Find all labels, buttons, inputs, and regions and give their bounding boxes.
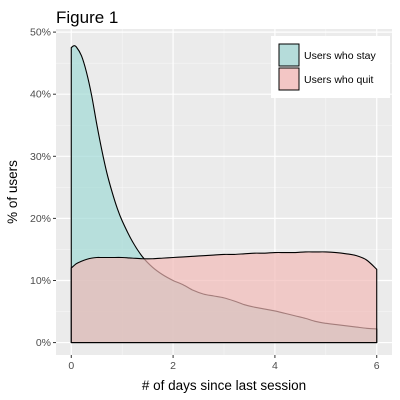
y-tick-label: 40% xyxy=(30,89,51,101)
density-area-quit xyxy=(70,251,378,344)
legend-key-stay xyxy=(278,43,300,67)
density-areas xyxy=(70,45,378,344)
x-tick-label: 0 xyxy=(68,360,74,372)
y-tick-label: 10% xyxy=(30,275,51,287)
x-tick-label: 2 xyxy=(170,360,176,372)
x-tick-label: 6 xyxy=(374,360,380,372)
y-axis-title: % of users xyxy=(5,160,20,224)
y-tick-label: 30% xyxy=(30,151,51,163)
legend: Users who stay Users who quit xyxy=(271,36,390,98)
x-axis-title: # of days since last session xyxy=(142,378,306,393)
legend-label-quit: Users who quit xyxy=(304,74,374,86)
y-tick-label: 0% xyxy=(36,337,51,349)
y-axis: 0% 10% 20% 30% 40% 50% xyxy=(30,27,56,349)
x-axis: 0 2 4 6 xyxy=(68,355,380,372)
chart-title: Figure 1 xyxy=(56,8,118,27)
y-tick-label: 50% xyxy=(30,27,51,39)
legend-label-stay: Users who stay xyxy=(304,50,377,62)
x-tick-label: 4 xyxy=(272,360,278,372)
y-tick-label: 20% xyxy=(30,213,51,225)
legend-key-quit xyxy=(278,67,300,91)
